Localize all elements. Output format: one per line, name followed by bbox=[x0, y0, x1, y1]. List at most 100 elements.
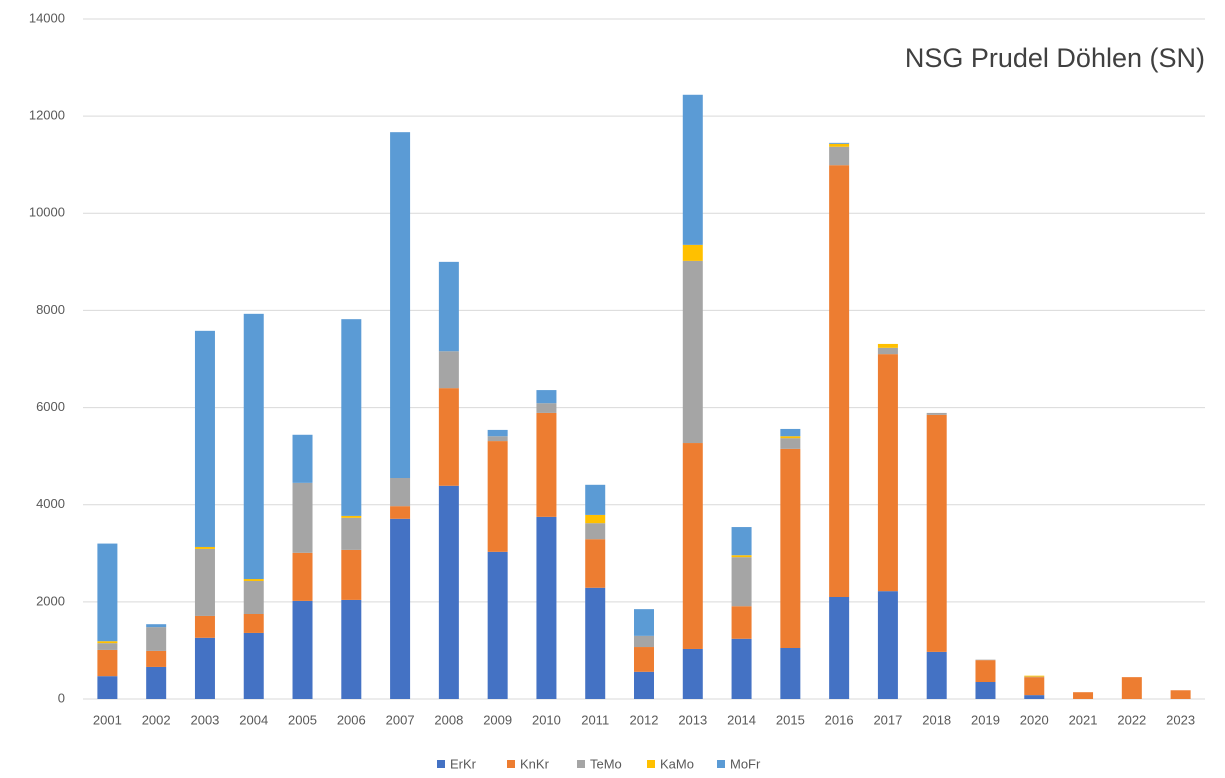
bar-segment bbox=[341, 550, 361, 600]
bar-segment bbox=[732, 527, 752, 555]
y-tick-label: 12000 bbox=[29, 108, 65, 123]
legend-label: TeMo bbox=[590, 756, 622, 771]
legend-swatch bbox=[437, 760, 445, 768]
bar-segment bbox=[732, 606, 752, 639]
bar-segment bbox=[293, 435, 313, 483]
bar-segment bbox=[683, 443, 703, 649]
bar-segment bbox=[536, 517, 556, 699]
bar-segment bbox=[439, 262, 459, 351]
bar-segment bbox=[878, 354, 898, 591]
x-tick-label: 2018 bbox=[922, 712, 951, 727]
bar-segment bbox=[780, 648, 800, 699]
x-tick-label: 2008 bbox=[434, 712, 463, 727]
bar-segment bbox=[146, 624, 166, 627]
x-tick-label: 2010 bbox=[532, 712, 561, 727]
bar-segment bbox=[244, 314, 264, 579]
y-tick-label: 14000 bbox=[29, 10, 65, 25]
bar-segment bbox=[732, 555, 752, 557]
bar-segment bbox=[683, 245, 703, 261]
bar-segment bbox=[195, 616, 215, 638]
x-tick-label: 2019 bbox=[971, 712, 1000, 727]
bar-segment bbox=[585, 523, 605, 539]
bar-segment bbox=[829, 597, 849, 699]
bar-segment bbox=[488, 441, 508, 552]
bar-segment bbox=[634, 647, 654, 672]
x-tick-label: 2004 bbox=[239, 712, 268, 727]
x-tick-label: 2009 bbox=[483, 712, 512, 727]
bar-segment bbox=[829, 147, 849, 165]
bar-segment bbox=[488, 436, 508, 441]
bar-segment bbox=[634, 672, 654, 699]
legend-label: KnKr bbox=[520, 756, 550, 771]
bar-segment bbox=[683, 649, 703, 699]
bar-segment bbox=[146, 651, 166, 667]
x-tick-label: 2003 bbox=[190, 712, 219, 727]
bar-segment bbox=[585, 515, 605, 523]
bar-segment bbox=[536, 413, 556, 517]
bar-segment bbox=[341, 319, 361, 516]
x-tick-label: 2011 bbox=[581, 712, 609, 727]
bar-segment bbox=[488, 430, 508, 436]
bar-segment bbox=[683, 95, 703, 245]
chart-title: NSG Prudel Döhlen (SN) bbox=[905, 43, 1205, 73]
bar-segment bbox=[829, 143, 849, 144]
x-tick-label: 2021 bbox=[1069, 712, 1098, 727]
bar-segment bbox=[780, 449, 800, 648]
bar-segment bbox=[683, 261, 703, 443]
x-tick-label: 2002 bbox=[142, 712, 171, 727]
x-tick-label: 2012 bbox=[630, 712, 659, 727]
legend-swatch bbox=[647, 760, 655, 768]
bar-segment bbox=[536, 403, 556, 413]
bar-segment bbox=[878, 591, 898, 699]
bar-segment bbox=[634, 636, 654, 647]
bar-segment bbox=[1024, 676, 1044, 677]
bar-segment bbox=[878, 348, 898, 354]
bar-segment bbox=[585, 588, 605, 699]
bar-segment bbox=[341, 516, 361, 518]
bar-segment bbox=[244, 579, 264, 581]
x-tick-label: 2007 bbox=[386, 712, 415, 727]
bar-segment bbox=[829, 165, 849, 597]
y-tick-label: 4000 bbox=[36, 496, 65, 511]
bar-segment bbox=[927, 413, 947, 415]
bar-segment bbox=[244, 614, 264, 633]
y-tick-label: 2000 bbox=[36, 593, 65, 608]
legend-label: ErKr bbox=[450, 756, 477, 771]
bar-segment bbox=[927, 652, 947, 699]
x-tick-label: 2015 bbox=[776, 712, 805, 727]
bar-segment bbox=[439, 351, 459, 388]
bar-segment bbox=[195, 547, 215, 549]
y-tick-label: 6000 bbox=[36, 399, 65, 414]
bar-segment bbox=[878, 344, 898, 348]
bar-segment bbox=[1171, 690, 1191, 699]
bar-segment bbox=[975, 660, 995, 682]
legend-label: MoFr bbox=[730, 756, 761, 771]
bar-segment bbox=[829, 144, 849, 147]
bar-segment bbox=[1024, 695, 1044, 699]
bar-segment bbox=[780, 429, 800, 436]
bar-segment bbox=[927, 415, 947, 652]
bar-segment bbox=[146, 667, 166, 699]
bar-segment bbox=[1024, 677, 1044, 695]
legend-swatch bbox=[507, 760, 515, 768]
bar-segment bbox=[1073, 692, 1093, 699]
bar-segment bbox=[341, 600, 361, 699]
bar-segment bbox=[634, 609, 654, 636]
bar-segment bbox=[293, 553, 313, 601]
bar-segment bbox=[195, 549, 215, 616]
y-tick-label: 0 bbox=[58, 690, 65, 705]
x-tick-label: 2001 bbox=[93, 712, 122, 727]
x-tick-label: 2005 bbox=[288, 712, 317, 727]
bar-segment bbox=[732, 557, 752, 606]
legend-swatch bbox=[717, 760, 725, 768]
bar-segment bbox=[585, 485, 605, 515]
bar-segment bbox=[585, 539, 605, 588]
legend-swatch bbox=[577, 760, 585, 768]
bar-segment bbox=[439, 486, 459, 699]
x-tick-label: 2013 bbox=[678, 712, 707, 727]
bar-segment bbox=[439, 388, 459, 486]
bar-segment bbox=[244, 581, 264, 614]
bar-segment bbox=[146, 627, 166, 651]
bar-segment bbox=[244, 633, 264, 699]
